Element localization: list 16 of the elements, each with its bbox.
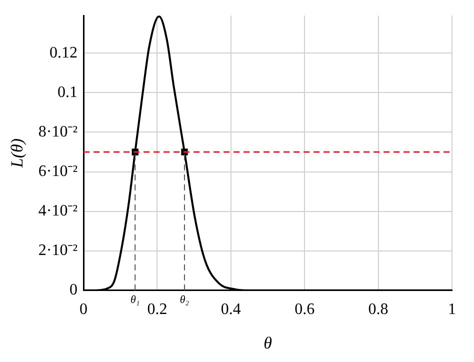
x-axis-title: θ (264, 333, 272, 352)
y-tick-label: 4·10⁻² (38, 202, 78, 220)
x-tick-label: 1 (448, 301, 456, 318)
x-tick-label: 0.2 (147, 301, 168, 318)
y-tick-label: 0 (70, 282, 78, 299)
y-tick-label: 0.12 (50, 44, 78, 62)
ref-line-label: θ₁ (130, 294, 140, 306)
x-tick-label: 0.8 (368, 301, 388, 318)
ref-line-label: θ₂ (180, 294, 190, 306)
y-tick-label: 2·10⁻² (38, 242, 78, 260)
y-tick-label: 8·10⁻² (38, 123, 78, 140)
x-tick-label: 0.6 (294, 301, 315, 318)
y-tick-label: 0.1 (58, 84, 78, 101)
y-tick-label: 6·10⁻² (38, 162, 78, 180)
x-tick-label: 0.4 (220, 301, 241, 318)
y-axis-title: L(θ) (8, 138, 27, 169)
